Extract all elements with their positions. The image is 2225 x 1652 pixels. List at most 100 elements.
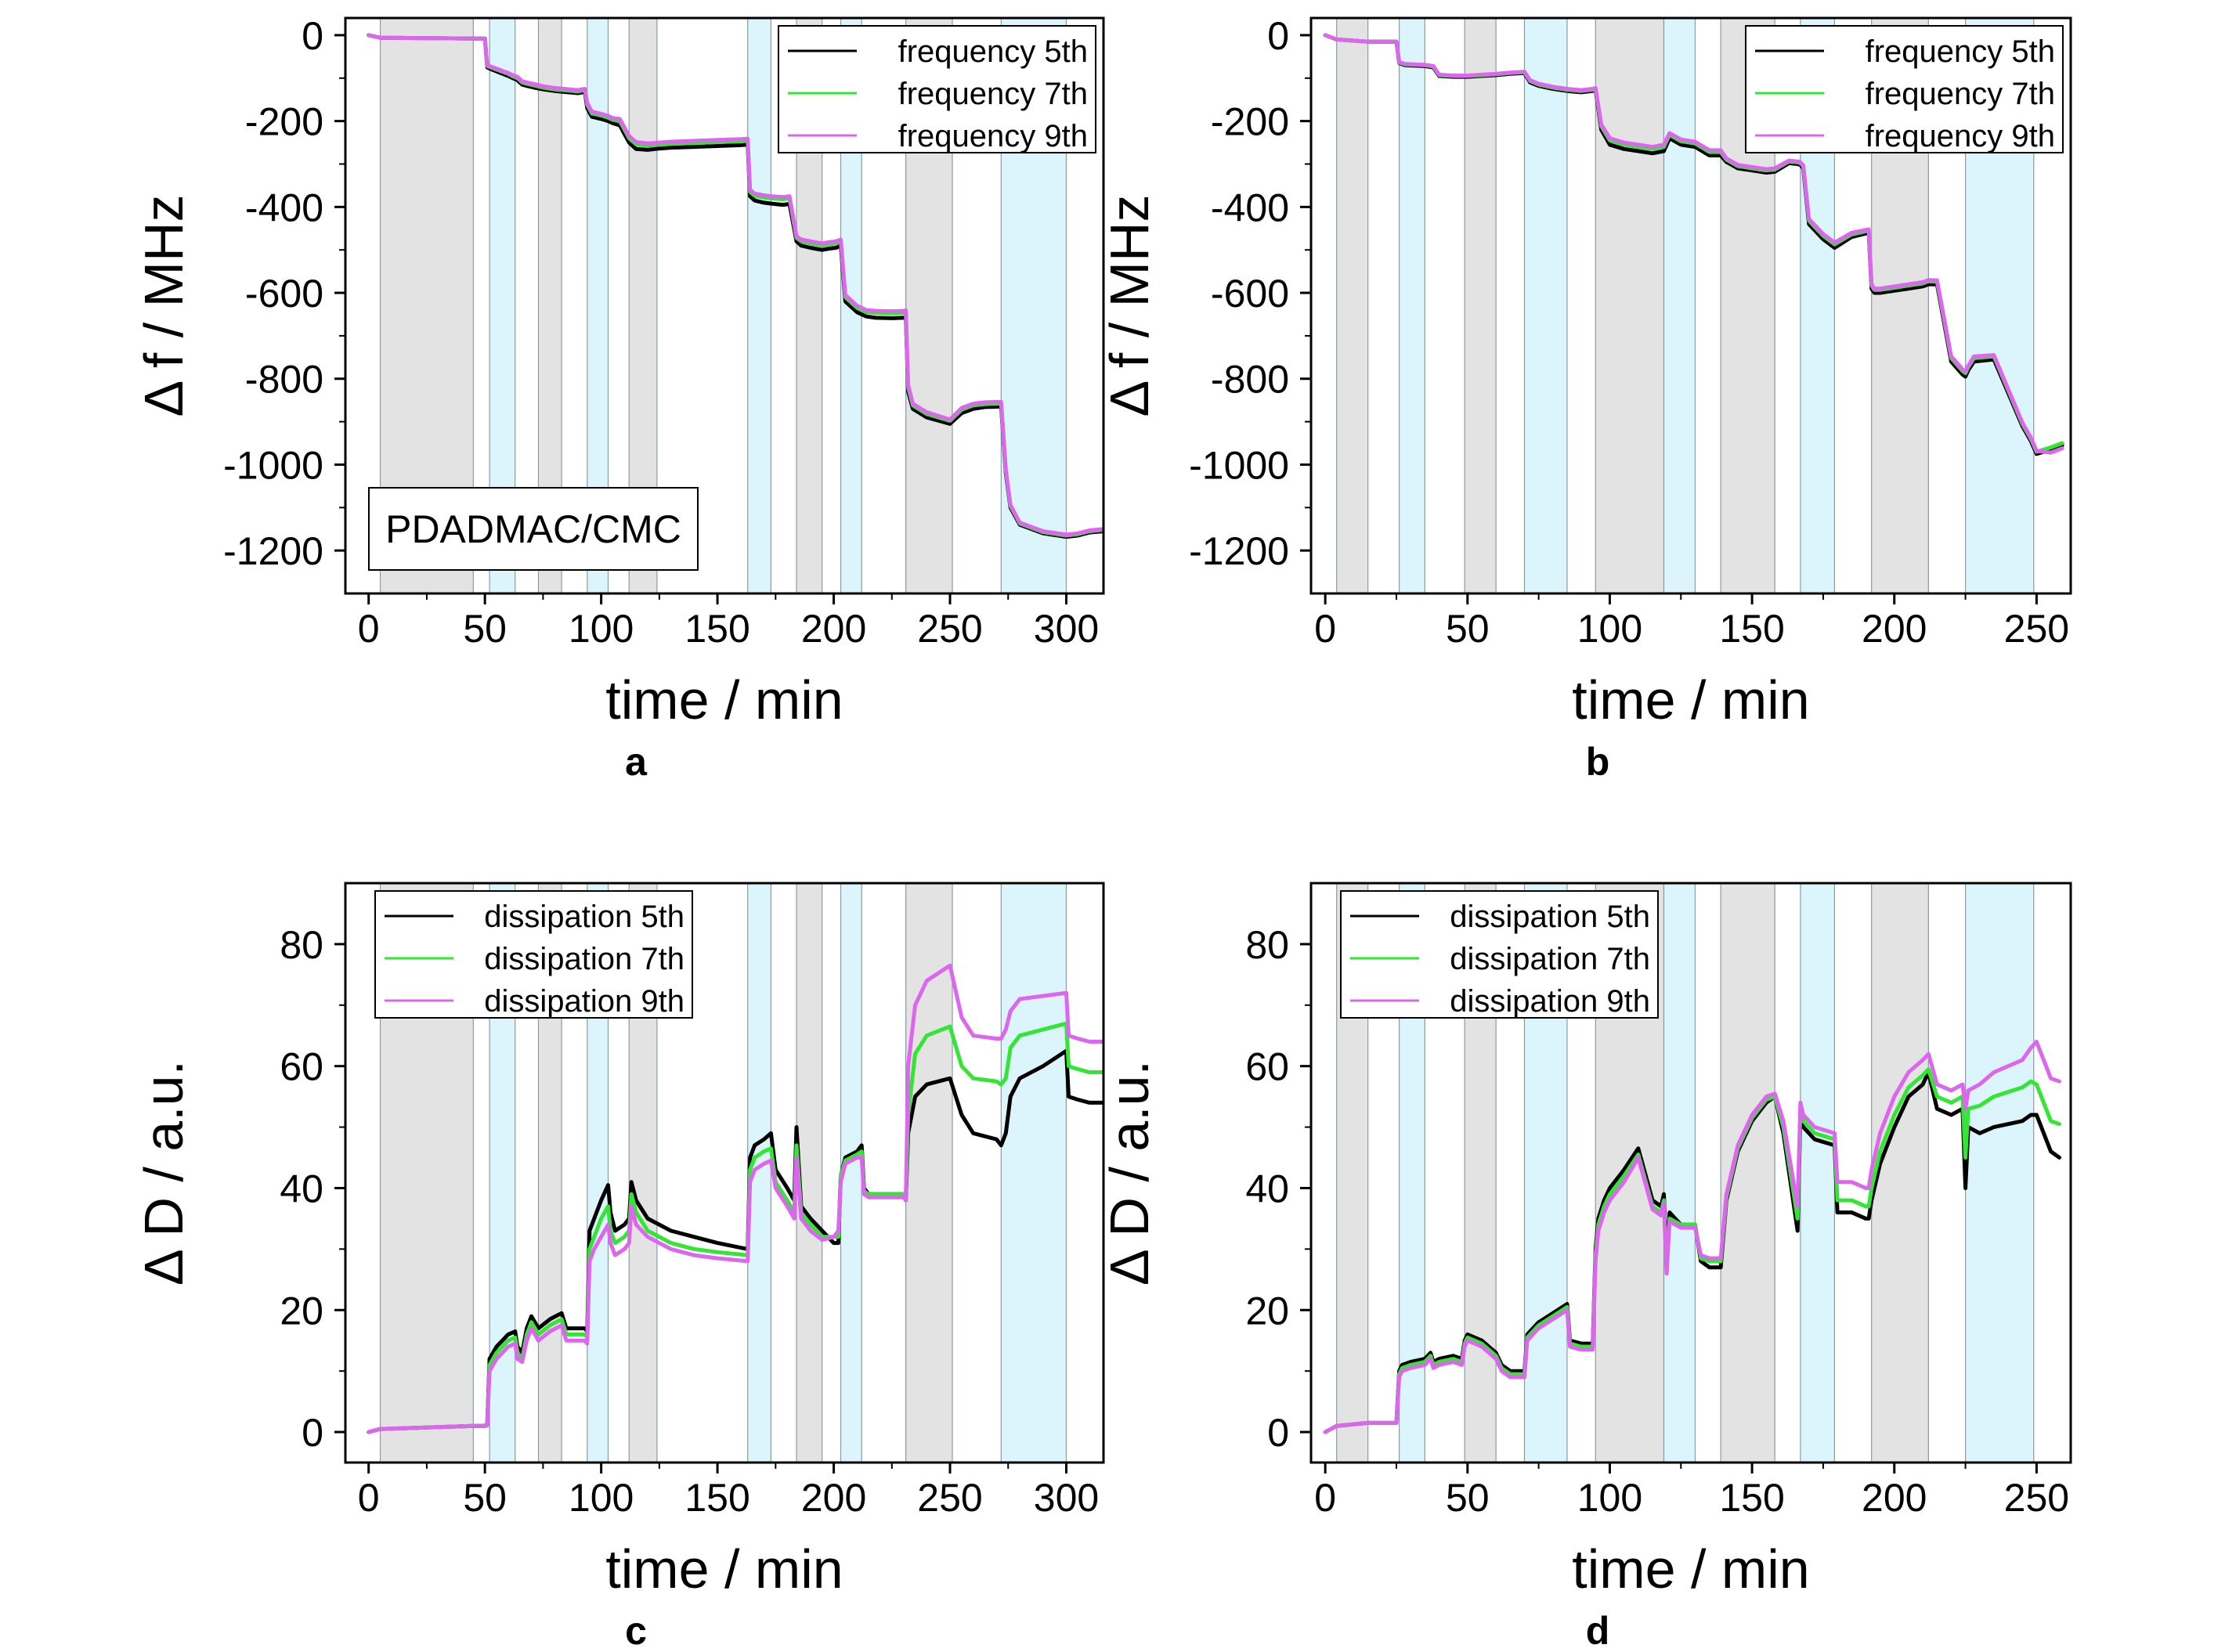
x-tick-label: 200	[801, 607, 866, 651]
band-blue-7	[1800, 883, 1836, 1463]
y-tick-label: -200	[1211, 100, 1289, 144]
chart-panel-d: 0 50 100 150 200 250 0 20 40 60 80 time / min Δ D / …	[1099, 882, 2072, 1652]
x-tick-label: 100	[1577, 607, 1642, 651]
series-group	[1323, 33, 2064, 456]
x-tick-label: 50	[1446, 1476, 1490, 1520]
legend: frequency 5th frequency 7th frequency 9th	[778, 25, 1096, 153]
y-axis-title: Δ D / a.u.	[1099, 1060, 1160, 1286]
series-group	[1323, 1040, 2061, 1434]
band-blue-9	[1000, 883, 1067, 1463]
legend-entry: dissipation 9th	[484, 984, 684, 1019]
y-tick-label: -1000	[223, 443, 323, 487]
y-tick-label: -1000	[1189, 443, 1289, 487]
series-group	[367, 33, 1103, 539]
y-tick-label: 60	[280, 1045, 323, 1089]
y-axis-title: Δ f / MHz	[1099, 195, 1160, 417]
x-tick-label: 0	[1314, 607, 1336, 651]
panel-label: a	[625, 740, 648, 784]
y-tick-label: 20	[1245, 1289, 1289, 1333]
legend-entry: dissipation 9th	[1450, 984, 1650, 1019]
legend: frequency 5th frequency 7th frequency 9th	[1745, 25, 2064, 153]
x-tick-label: 300	[1034, 1476, 1099, 1520]
series-line-dissipation-7th	[367, 1021, 1103, 1434]
y-tick-label: 0	[302, 14, 323, 58]
band-gray-8	[1871, 883, 1929, 1463]
band-gray-0	[1336, 18, 1369, 593]
x-tick-label: 150	[684, 607, 749, 651]
legend-entry: frequency 9th	[1866, 119, 2055, 153]
band-blue-5	[747, 18, 771, 593]
x-tick-label: 150	[684, 1476, 749, 1520]
y-tick-label: 80	[1245, 923, 1289, 967]
x-tick-label: 50	[1446, 607, 1490, 651]
y-tick-label: 20	[280, 1289, 323, 1333]
x-axis-title: time / min	[1572, 669, 1809, 730]
plot-frame	[344, 16, 1105, 595]
x-axis-title: time / min	[1572, 1538, 1809, 1600]
y-tick-label: -800	[245, 358, 323, 402]
legend-entry: dissipation 5th	[484, 900, 684, 934]
band-gray-6	[1720, 883, 1775, 1463]
series-line-dissipation-9th	[1323, 1040, 2061, 1434]
x-tick-label: 200	[1862, 607, 1927, 651]
y-tick-label: -200	[245, 100, 323, 144]
series-group	[367, 963, 1103, 1434]
series-line-frequency-9th	[1323, 33, 2064, 455]
panel-label: d	[1586, 1609, 1610, 1652]
y-tick-label: 40	[280, 1167, 323, 1210]
y-tick-label: -1200	[1189, 529, 1289, 573]
chart-panel-c: 0 50 100 150 200 250 300 0 20 40 60 80 time / min Δ D…	[133, 882, 1105, 1652]
plot-frame	[1309, 882, 2072, 1464]
plot-frame	[1309, 16, 2072, 595]
legend-box	[1340, 890, 1659, 1019]
band-blue-1	[1399, 18, 1425, 593]
y-tick-label: -800	[1211, 358, 1289, 402]
band-blue-5	[1663, 883, 1696, 1463]
legend-box	[1745, 25, 2064, 153]
chart-panel-b: 0 50 100 150 200 250 0 -200 -400 -600 -800 -1000 -12…	[1099, 14, 2072, 784]
x-axis-title: time / min	[605, 669, 843, 730]
x-tick-label: 100	[1577, 1476, 1642, 1520]
x-tick-label: 300	[1034, 607, 1099, 651]
x-tick-label: 100	[569, 607, 634, 651]
band-gray-2	[1464, 18, 1497, 593]
legend-entry: frequency 7th	[1866, 77, 2055, 111]
y-tick-label: 0	[302, 1411, 323, 1455]
series-line-dissipation-5th	[367, 1048, 1103, 1434]
x-tick-label: 50	[463, 1476, 507, 1520]
band-blue-5	[1663, 18, 1696, 593]
y-tick-label: 0	[1267, 1411, 1289, 1455]
panel-label: c	[625, 1609, 647, 1652]
x-tick-label: 250	[2004, 1476, 2069, 1520]
legend-entry: frequency 5th	[898, 34, 1088, 69]
legend-entry: frequency 5th	[1866, 34, 2055, 69]
x-tick-label: 0	[1314, 1476, 1336, 1520]
x-tick-label: 250	[917, 1476, 982, 1520]
y-tick-label: 40	[1245, 1167, 1289, 1210]
y-tick-label: -400	[1211, 186, 1289, 229]
x-tick-label: 250	[2004, 607, 2069, 651]
y-tick-label: -600	[1211, 272, 1289, 316]
legend-entry: dissipation 7th	[484, 942, 684, 976]
y-axis-title: Δ f / MHz	[133, 195, 194, 417]
annotation-text: PDADMAC/CMC	[385, 507, 681, 551]
series-line-frequency-9th	[367, 33, 1103, 537]
y-tick-label: -1200	[223, 529, 323, 573]
band-blue-3	[1523, 18, 1568, 593]
y-tick-label: -600	[245, 272, 323, 316]
panel-label: b	[1586, 740, 1610, 784]
legend-entry: dissipation 5th	[1450, 900, 1650, 934]
x-tick-label: 200	[1862, 1476, 1927, 1520]
x-tick-label: 0	[358, 1476, 380, 1520]
x-tick-label: 0	[358, 607, 380, 651]
chart-panel-a: 0 50 100 150 200 250 300 0 -200 -400 -600 -800 -1000…	[133, 14, 1105, 784]
band-blue-9	[1964, 883, 2035, 1463]
x-tick-label: 150	[1719, 1476, 1784, 1520]
legend-box	[778, 25, 1096, 153]
x-axis-title: time / min	[605, 1538, 843, 1600]
x-tick-label: 250	[917, 607, 982, 651]
annotation-box	[368, 487, 699, 571]
series-line-dissipation-9th	[367, 963, 1103, 1434]
legend-box	[374, 890, 693, 1019]
